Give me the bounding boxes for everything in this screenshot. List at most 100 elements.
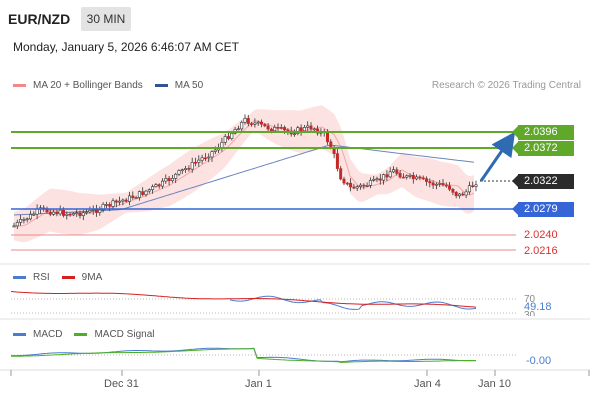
candle-body bbox=[424, 178, 428, 182]
legend-item-rsi-ma: 9MA bbox=[61, 272, 103, 283]
macd-swatch bbox=[13, 333, 26, 336]
legend-label-ma50: MA 50 bbox=[174, 80, 204, 91]
candle-body bbox=[306, 125, 310, 128]
candle-body bbox=[68, 213, 72, 216]
candle-body bbox=[197, 159, 201, 163]
x-label-dec31: Dec 31 bbox=[104, 378, 139, 390]
candle-body bbox=[118, 200, 122, 203]
current-pointer bbox=[512, 175, 518, 187]
copyright-text: Research © 2026 Trading Central bbox=[431, 80, 581, 91]
candle-body bbox=[190, 162, 194, 170]
candle-body bbox=[431, 182, 435, 186]
candle-body bbox=[111, 200, 115, 207]
candle-body bbox=[438, 183, 442, 185]
candle-body bbox=[151, 186, 155, 190]
candlestick-series bbox=[12, 114, 478, 229]
candle-body bbox=[200, 157, 204, 161]
candle-body bbox=[19, 219, 23, 223]
candle-body bbox=[411, 175, 415, 180]
candle-body bbox=[408, 175, 412, 177]
candle-body bbox=[296, 127, 300, 134]
x-label-jan10: Jan 10 bbox=[478, 378, 512, 390]
candle-body bbox=[283, 127, 287, 131]
candle-body bbox=[428, 181, 432, 184]
candle-body bbox=[203, 157, 207, 160]
main-legend: MA 20 + Bollinger Bands MA 50 bbox=[13, 80, 215, 91]
candle-body bbox=[457, 193, 461, 197]
support-2-label: 2.0216 bbox=[524, 245, 558, 257]
target-arrow bbox=[479, 131, 516, 182]
candle-body bbox=[161, 180, 165, 187]
support-1-label: 2.0240 bbox=[524, 229, 558, 241]
candle-body bbox=[65, 213, 69, 216]
x-label-jan1: Jan 1 bbox=[245, 378, 272, 390]
candle-body bbox=[418, 176, 422, 179]
candle-body bbox=[170, 178, 174, 181]
legend-label-rsi-ma: 9MA bbox=[81, 272, 103, 283]
candle-body bbox=[32, 213, 36, 216]
candle-body bbox=[263, 124, 267, 127]
x-label-jan4: Jan 4 bbox=[414, 378, 441, 390]
candle-body bbox=[223, 136, 227, 143]
macd-value: -0.00 bbox=[526, 355, 552, 367]
rsi-ma-swatch bbox=[61, 276, 75, 279]
candle-body bbox=[174, 173, 178, 179]
candle-body bbox=[349, 182, 353, 188]
rsi-swatch bbox=[13, 276, 26, 279]
timeframe-button[interactable]: 30 MIN bbox=[81, 7, 131, 31]
candle-body bbox=[474, 184, 478, 187]
candle-body bbox=[207, 156, 211, 159]
candle-body bbox=[154, 184, 158, 187]
candle-body bbox=[194, 162, 198, 164]
candle-body bbox=[81, 212, 85, 217]
candle-body bbox=[137, 191, 141, 198]
candle-body bbox=[114, 200, 118, 203]
candle-body bbox=[335, 153, 339, 169]
candle-body bbox=[395, 169, 399, 174]
candle-body bbox=[385, 174, 389, 178]
candle-body bbox=[309, 125, 313, 130]
candle-body bbox=[246, 118, 250, 124]
candle-body bbox=[88, 210, 92, 213]
candle-body bbox=[461, 193, 465, 196]
legend-label-bollinger: MA 20 + Bollinger Bands bbox=[33, 80, 143, 91]
timestamp: Monday, January 5, 2026 6:46:07 AM CET bbox=[13, 40, 239, 54]
resistance-1-label: 2.0372 bbox=[518, 141, 574, 156]
candle-body bbox=[22, 219, 26, 221]
legend-item-bollinger: MA 20 + Bollinger Bands bbox=[13, 80, 143, 91]
candle-body bbox=[35, 208, 39, 215]
candle-body bbox=[240, 122, 244, 130]
candle-body bbox=[250, 123, 254, 125]
candle-body bbox=[48, 211, 52, 215]
candle-body bbox=[299, 127, 303, 132]
candle-body bbox=[444, 184, 448, 187]
candle-body bbox=[355, 186, 359, 189]
legend-item-rsi: RSI bbox=[13, 272, 50, 283]
candle-body bbox=[259, 121, 263, 125]
candle-body bbox=[243, 118, 247, 123]
candle-body bbox=[220, 142, 224, 148]
candle-body bbox=[256, 121, 260, 124]
candle-body bbox=[213, 149, 217, 152]
candle-body bbox=[368, 180, 372, 186]
resistance-2-pointer bbox=[512, 126, 518, 138]
candle-body bbox=[405, 175, 409, 178]
candle-body bbox=[187, 168, 191, 170]
legend-item-macd-signal: MACD Signal bbox=[74, 329, 154, 340]
candle-body bbox=[302, 127, 306, 132]
candle-body bbox=[180, 169, 184, 171]
candle-body bbox=[345, 182, 349, 185]
candle-body bbox=[292, 133, 296, 135]
bollinger-band bbox=[14, 105, 474, 243]
instrument-title: EUR/NZD bbox=[8, 11, 71, 27]
candle-body bbox=[312, 128, 316, 131]
candle-body bbox=[167, 178, 171, 181]
candle-body bbox=[128, 195, 132, 202]
rsi-line bbox=[229, 295, 477, 310]
candle-body bbox=[378, 178, 382, 181]
candle-body bbox=[104, 204, 108, 206]
candle-body bbox=[365, 185, 369, 187]
candle-body bbox=[134, 197, 138, 199]
candle-body bbox=[85, 211, 89, 214]
